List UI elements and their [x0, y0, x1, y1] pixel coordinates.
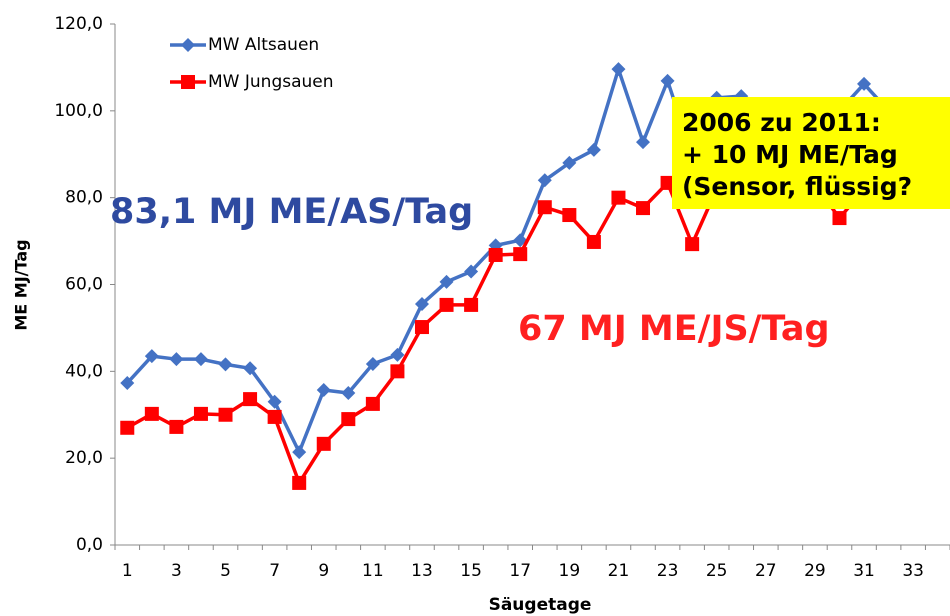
y-tick-label: 60,0 [65, 275, 103, 295]
marker [537, 200, 552, 215]
x-tick-label: 5 [220, 561, 231, 581]
marker [611, 190, 626, 205]
y-tick-label: 120,0 [54, 14, 103, 34]
y-tick-label: 40,0 [65, 361, 103, 381]
marker [562, 155, 577, 170]
x-tick-label: 29 [804, 561, 826, 581]
marker [857, 76, 872, 91]
x-tick-label: 27 [755, 561, 777, 581]
y-tick-label: 100,0 [54, 101, 103, 121]
marker [292, 475, 307, 490]
y-axis-label: ME MJ/Tag [12, 239, 31, 330]
x-tick-label: 11 [362, 561, 384, 581]
marker [562, 208, 577, 223]
marker [243, 361, 258, 376]
marker [636, 135, 651, 150]
marker [586, 234, 601, 249]
marker [243, 392, 258, 407]
marker [193, 406, 208, 421]
x-tick-label: 3 [171, 561, 182, 581]
legend-label: MW Jungsauen [208, 72, 334, 92]
x-tick-label: 33 [902, 561, 924, 581]
x-tick-label: 9 [318, 561, 329, 581]
marker [660, 175, 675, 190]
marker [464, 264, 479, 279]
x-tick-label: 13 [411, 561, 433, 581]
callout-text: (Sensor, flüssig? [682, 172, 912, 201]
marker [267, 409, 282, 424]
x-tick-label: 31 [853, 561, 875, 581]
legend-label: MW Altsauen [208, 35, 319, 55]
marker [513, 247, 528, 262]
marker [292, 445, 307, 460]
marker [144, 349, 159, 364]
x-tick-label: 17 [509, 561, 531, 581]
marker [267, 394, 282, 409]
y-tick-label: 0,0 [76, 535, 103, 555]
marker [120, 376, 135, 391]
marker [611, 62, 626, 77]
marker [439, 297, 454, 312]
marker [685, 237, 700, 252]
annotation: 67 MJ ME/JS/Tag [518, 309, 830, 349]
marker [341, 386, 356, 401]
x-tick-label: 19 [559, 561, 581, 581]
x-tick-label: 25 [706, 561, 728, 581]
marker [193, 352, 208, 367]
marker [365, 396, 380, 411]
marker [636, 201, 651, 216]
marker [464, 297, 479, 312]
marker [414, 320, 429, 335]
marker [144, 406, 159, 421]
x-tick-label: 1 [122, 561, 133, 581]
marker [390, 347, 405, 362]
x-tick-label: 7 [269, 561, 280, 581]
marker [341, 412, 356, 427]
marker [390, 364, 405, 379]
x-tick-label: 21 [608, 561, 630, 581]
legend-marker [181, 75, 195, 89]
callout-text: + 10 MJ ME/Tag [682, 140, 898, 169]
marker [316, 436, 331, 451]
x-axis-label: Säugetage [489, 595, 592, 615]
callout-box [672, 97, 950, 209]
marker [832, 211, 847, 226]
marker [586, 142, 601, 157]
marker [439, 274, 454, 289]
annotation: 83,1 MJ ME/AS/Tag [110, 192, 473, 232]
marker [169, 419, 184, 434]
marker [660, 73, 675, 88]
marker [414, 297, 429, 312]
x-tick-label: 23 [657, 561, 679, 581]
marker [316, 383, 331, 398]
marker [365, 356, 380, 371]
marker [537, 173, 552, 188]
callout-text: 2006 zu 2011: [682, 108, 881, 137]
y-tick-label: 20,0 [65, 448, 103, 468]
marker [120, 420, 135, 435]
x-tick-label: 15 [460, 561, 482, 581]
marker [488, 247, 503, 262]
y-tick-label: 80,0 [65, 188, 103, 208]
legend-marker [181, 38, 195, 52]
marker [169, 352, 184, 367]
marker [218, 407, 233, 422]
marker [218, 357, 233, 372]
